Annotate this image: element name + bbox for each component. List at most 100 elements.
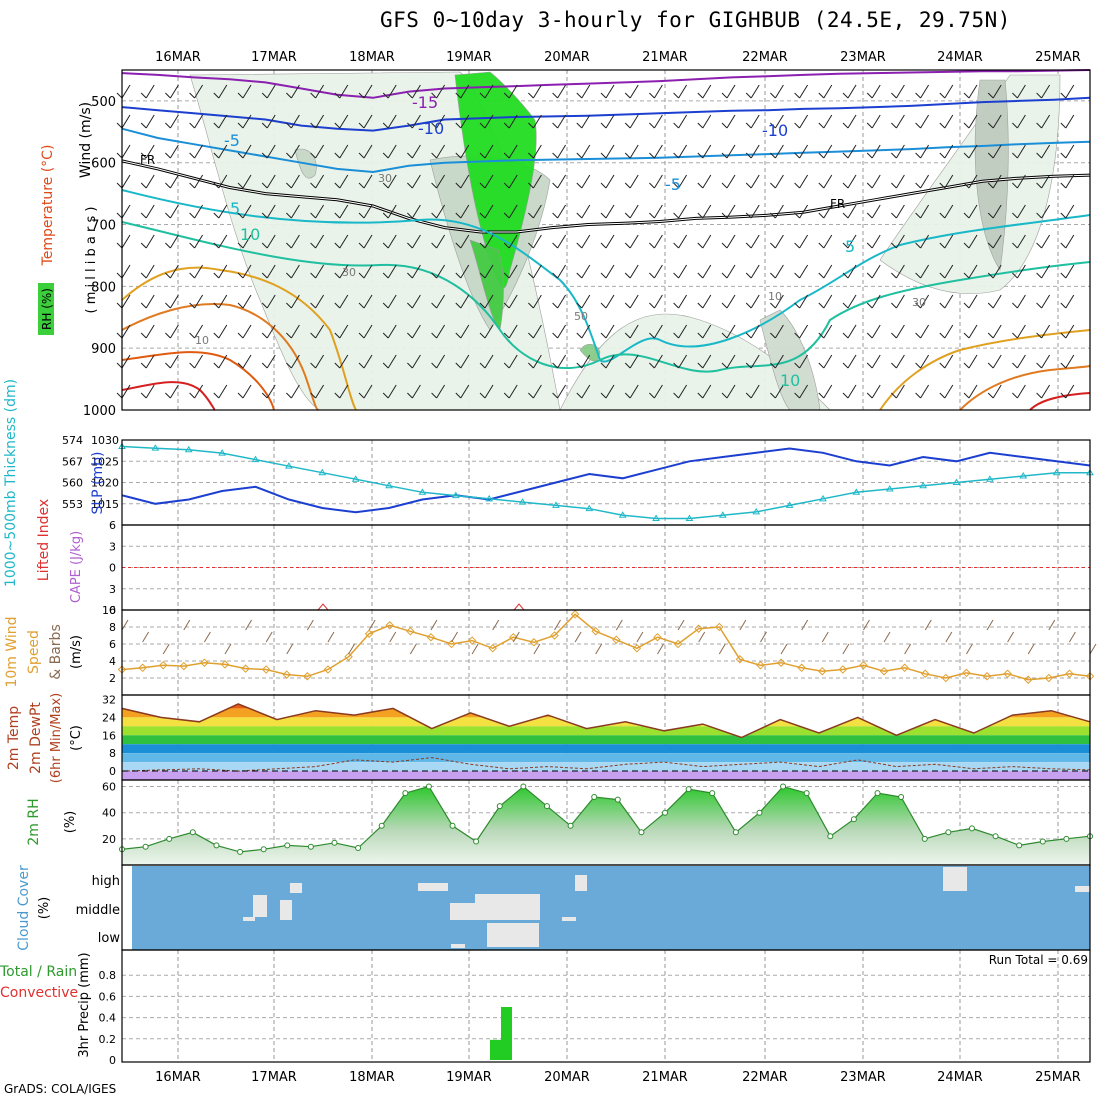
wind-barb-staff [774, 354, 784, 369]
wind-barb [503, 84, 518, 99]
wind-barb [891, 294, 905, 309]
wind-barb-feather [818, 392, 825, 399]
wind-barb-feather [310, 212, 316, 219]
wind-barb-staff [992, 144, 1002, 159]
wind-barb [915, 204, 930, 219]
wind-barb-feather [382, 332, 389, 339]
wind-barb-staff [944, 264, 954, 279]
wind-barb [963, 174, 978, 189]
wind-barb-feather [673, 122, 679, 129]
rh-marker [614, 796, 621, 803]
rh-marker [1063, 835, 1070, 842]
wind-barb-staff [944, 354, 954, 369]
wind-speed-marker [612, 635, 621, 644]
wind-barb-feather [140, 242, 147, 249]
wind-barb-staff [194, 294, 204, 309]
wind-barb-staff [750, 234, 760, 249]
wind-barb-staff [145, 174, 155, 189]
wind-barb-10m [780, 643, 788, 655]
wind-barb [939, 384, 954, 399]
wind-barb-feather [842, 182, 849, 189]
wind-barb [165, 354, 179, 369]
wind-barb [891, 204, 905, 219]
wind-barb [770, 114, 784, 129]
wind-barb-staff [920, 114, 930, 129]
wind-barb-staff [581, 114, 591, 129]
wind-barb [237, 144, 252, 159]
wind-barb-staff [557, 174, 567, 189]
wind-barb-feather [552, 272, 558, 279]
wind-barb [165, 234, 179, 249]
wind-barb-feather [818, 212, 825, 219]
axis-label-rh2m: 2m RH [26, 798, 42, 845]
wind-barb-staff [387, 354, 397, 369]
wind-barb-staff [315, 384, 325, 399]
thickness-tick-label: 553 [62, 498, 83, 511]
wind-barb-staff [1016, 114, 1026, 129]
wind-barb-feather [261, 302, 268, 309]
contour-plus25 [121, 351, 275, 411]
wind-barb [358, 144, 373, 159]
wind-barb-staff [218, 84, 228, 99]
wind-barb-staff [629, 264, 639, 279]
wind-barb [1012, 84, 1026, 99]
wind-barb [213, 384, 228, 399]
wind-speed-marker [879, 666, 889, 676]
wind-barb-feather [431, 272, 437, 279]
wind-barb [116, 174, 131, 189]
wind-barb-staff [290, 294, 300, 309]
wind-barb-feather [987, 92, 994, 99]
wind-barb [261, 324, 276, 339]
wind-barb-feather [1060, 392, 1067, 399]
wind-barb [407, 324, 421, 339]
rh-marker [213, 842, 220, 849]
rh-shade-high [454, 71, 537, 289]
wind-barb-feather [140, 182, 147, 189]
wind-barb-staff [847, 354, 857, 369]
wind-barb-feather [649, 92, 655, 99]
wind-barb-feather [770, 182, 776, 189]
wind-barb-feather [576, 152, 583, 159]
wind-barb-staff [968, 84, 978, 99]
wind-barb [818, 234, 833, 249]
wind-barb [116, 384, 131, 399]
thickness-marker [585, 504, 594, 512]
wind-barb-staff [436, 234, 446, 249]
wind-barb [866, 174, 881, 189]
wind-barb-staff [895, 354, 905, 369]
wind-barb-feather [407, 182, 413, 189]
pressure-tick-label: 600 [91, 157, 116, 172]
wind-barb-staff [678, 294, 688, 309]
wind-barb-feather [673, 182, 679, 189]
wind-barb-feather [189, 332, 195, 339]
wind-barb [673, 354, 688, 369]
wind-barb-10m [183, 619, 191, 631]
cloud-block [290, 883, 302, 893]
wind-barb-staff [726, 294, 736, 309]
wind-barb-staff [1041, 384, 1051, 399]
wind-barb-staff [799, 204, 809, 219]
bottom-date-label: 22MAR [742, 1070, 788, 1085]
wind-barb-staff [847, 84, 857, 99]
wind-barb-staff [1041, 84, 1051, 99]
wind-barb [842, 84, 857, 99]
wind-barb [818, 354, 833, 369]
run-total-label: Run Total = 0.69 [989, 953, 1088, 967]
wind-barb-staff [992, 84, 1002, 99]
wind-barb-staff [774, 204, 784, 219]
wind-barb-feather [310, 92, 316, 99]
cloud-block [943, 867, 967, 891]
wind-barb-staff [121, 354, 131, 369]
wind-barb-feather [358, 332, 365, 339]
wind-barb-feather [1036, 362, 1042, 369]
wind-barb-staff [581, 324, 591, 339]
wind-barb [503, 294, 518, 309]
wind-barb-staff [315, 174, 325, 189]
wind-barb-staff [1065, 174, 1075, 189]
wind-barb-feather [479, 152, 486, 159]
wind-barb [1036, 174, 1051, 189]
wind-barb [261, 204, 276, 219]
wind-barb-staff [508, 144, 518, 159]
wind-barb-staff [436, 174, 446, 189]
wind-barb [503, 174, 518, 189]
